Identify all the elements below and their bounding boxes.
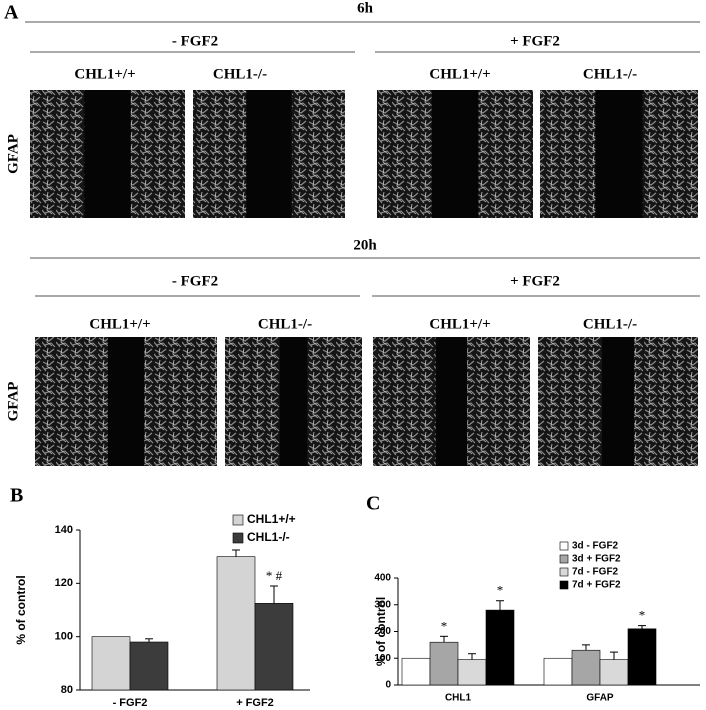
legend-label: 3d - FGF2 — [572, 541, 619, 552]
column-label: CHL1+/+ — [89, 316, 150, 332]
y-tick-label: 300 — [374, 599, 391, 610]
bar — [401, 657, 431, 686]
column-label: CHL1+/+ — [74, 66, 135, 82]
group-label: + FGF2 — [510, 273, 560, 289]
legend-swatch — [232, 514, 244, 526]
legend-label: 3d + FGF2 — [572, 554, 621, 565]
y-tick-label: 200 — [374, 626, 391, 637]
legend-swatch — [232, 532, 244, 544]
time-label: 20h — [353, 237, 377, 253]
panel-label: C — [366, 493, 380, 515]
bar — [485, 609, 515, 686]
bar — [216, 556, 256, 691]
group-label: - FGF2 — [172, 273, 218, 289]
wound-gap — [595, 90, 643, 218]
bar — [599, 659, 629, 686]
bar — [543, 657, 573, 686]
y-tick-label: 100 — [55, 631, 73, 643]
y-tick-label: 0 — [385, 680, 391, 691]
column-label: CHL1+/+ — [429, 316, 490, 332]
row-label: GFAP — [5, 134, 21, 174]
x-tick-label: - FGF2 — [113, 697, 148, 709]
significance-mark: * — [639, 608, 646, 623]
y-tick-label: 100 — [374, 653, 391, 664]
column-label: CHL1-/- — [258, 316, 312, 332]
bar — [129, 641, 169, 691]
panel-label: B — [10, 485, 23, 507]
y-axis-label: % of control — [374, 597, 388, 666]
column-label: CHL1-/- — [583, 316, 637, 332]
wound-gap — [246, 90, 292, 218]
column-label: CHL1-/- — [213, 66, 267, 82]
y-axis-label: % of control — [14, 575, 28, 644]
column-label: CHL1+/+ — [429, 66, 490, 82]
bar — [429, 641, 459, 686]
x-tick-label: CHL1 — [445, 693, 472, 704]
column-label: CHL1-/- — [583, 66, 637, 82]
significance-mark: * — [497, 583, 504, 598]
legend-swatch — [559, 580, 569, 590]
wound-gap — [431, 90, 479, 218]
wound-gap — [279, 337, 308, 466]
x-tick-label: + FGF2 — [236, 697, 274, 709]
row-label: GFAP — [5, 382, 21, 422]
wound-gap — [84, 90, 131, 218]
bar — [571, 649, 601, 686]
y-tick-label: 400 — [374, 573, 391, 584]
legend-swatch — [559, 554, 569, 564]
legend-swatch — [559, 567, 569, 577]
legend-label: 7d + FGF2 — [572, 580, 621, 591]
bar — [91, 636, 131, 691]
legend-swatch — [559, 541, 569, 551]
y-tick-label: 140 — [55, 524, 73, 536]
significance-mark: * # — [266, 568, 283, 583]
bar — [627, 628, 657, 686]
bar — [254, 603, 294, 691]
group-label: - FGF2 — [172, 33, 218, 49]
wound-gap — [435, 337, 468, 466]
legend-label: CHL1-/- — [247, 530, 290, 544]
panel-label: A — [4, 2, 19, 24]
legend-label: 7d - FGF2 — [572, 567, 619, 578]
x-tick-label: GFAP — [586, 693, 614, 704]
wound-gap — [107, 337, 145, 466]
legend-label: CHL1+/+ — [247, 512, 296, 526]
wound-gap — [602, 337, 634, 466]
y-tick-label: 120 — [55, 577, 73, 589]
significance-mark: * — [441, 618, 448, 633]
y-tick-label: 80 — [61, 684, 73, 696]
bar — [457, 659, 487, 686]
group-label: + FGF2 — [510, 33, 560, 49]
time-label: 6h — [357, 0, 374, 16]
